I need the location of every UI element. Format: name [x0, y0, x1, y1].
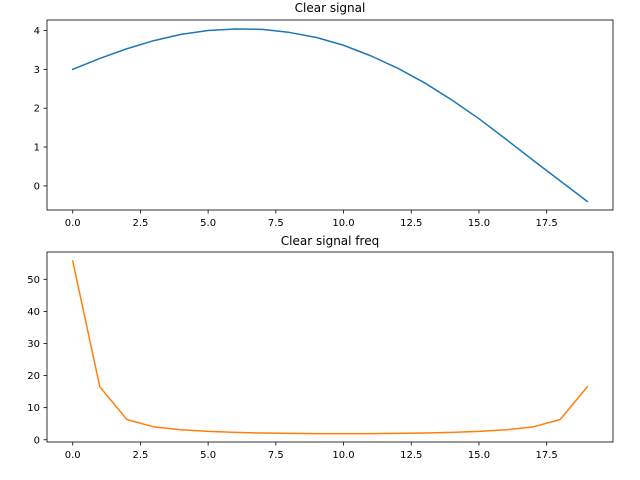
- x-tick-label: 0.0: [65, 450, 81, 461]
- x-tick-label: 7.5: [268, 450, 284, 461]
- y-tick-label: 0: [34, 181, 40, 192]
- series-layer: [71, 28, 589, 203]
- x-tick-label: 12.5: [400, 218, 422, 229]
- y-tick-label: 10: [27, 403, 40, 414]
- y-tick-label: 1: [34, 143, 40, 154]
- axes-frame: [46, 251, 614, 443]
- x-tick-label: 2.5: [132, 450, 148, 461]
- y-tick-label: 20: [27, 371, 40, 382]
- y-tick-label: 40: [27, 307, 40, 318]
- x-tick-label: 17.5: [536, 450, 558, 461]
- chart-title: Clear signal freq: [281, 234, 379, 248]
- x-tick-label: 10.0: [332, 450, 354, 461]
- axes-frame: [46, 19, 614, 211]
- series-line: [71, 260, 589, 435]
- y-tick-label: 0: [34, 435, 40, 446]
- x-tick-label: 5.0: [200, 450, 216, 461]
- y-tick-label: 2: [34, 104, 40, 115]
- plot-clear-signal: Clear signal 0.0 2.5 5.0 7.5 10.0 12.5 15.0 17.…: [34, 1, 614, 229]
- x-tick-label: 7.5: [268, 218, 284, 229]
- x-tick-label: 2.5: [132, 218, 148, 229]
- x-tick-label: 12.5: [400, 450, 422, 461]
- y-tick-label: 3: [34, 65, 40, 76]
- chart-title: Clear signal: [295, 1, 366, 15]
- plot-clear-signal-freq: Clear signal freq 0.0 2.5 5.0 7.5 10.0 12.5 15…: [27, 234, 614, 461]
- y-tick-label: 50: [27, 275, 40, 286]
- x-tick-label: 15.0: [468, 218, 490, 229]
- x-tick-label: 15.0: [468, 450, 490, 461]
- x-tick-label: 5.0: [200, 218, 216, 229]
- series-layer: [71, 260, 589, 435]
- tick-layer: 0.0 2.5 5.0 7.5 10.0 12.5 15.0 17.5 0 10 20 30 40 50: [27, 275, 558, 461]
- y-tick-label: 4: [34, 26, 40, 37]
- x-tick-label: 10.0: [332, 218, 354, 229]
- x-tick-label: 17.5: [536, 218, 558, 229]
- tick-layer: 0.0 2.5 5.0 7.5 10.0 12.5 15.0 17.5 0 1 2 3 4: [34, 26, 558, 229]
- y-tick-label: 30: [27, 339, 40, 350]
- x-tick-label: 0.0: [65, 218, 81, 229]
- series-line: [71, 28, 589, 203]
